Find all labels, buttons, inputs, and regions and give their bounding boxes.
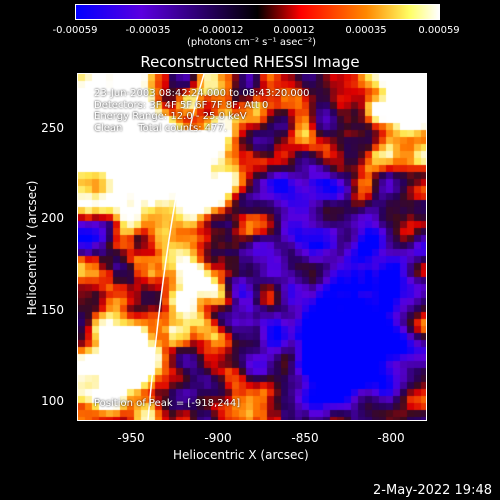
peak-position: Position of Peak = [-918,244] bbox=[94, 398, 241, 409]
footer-date: 2-May-2022 19:48 bbox=[373, 483, 492, 498]
colorbar bbox=[75, 4, 440, 20]
y-axis-label: Heliocentric Y (arcsec) bbox=[25, 180, 39, 316]
y-tick-label: 250 bbox=[41, 121, 64, 135]
y-tick-label: 200 bbox=[41, 211, 64, 225]
limb-line bbox=[147, 74, 205, 420]
colorbar-tick-label: 0.00012 bbox=[273, 25, 315, 36]
colorbar-tick-label: 0.00059 bbox=[418, 25, 460, 36]
colorbar-tick-label: -0.00035 bbox=[125, 25, 171, 36]
x-tick-label: -800 bbox=[377, 431, 405, 445]
y-tick-label: 150 bbox=[41, 303, 64, 317]
rhessi-image-plot bbox=[77, 73, 427, 421]
info-time: 23-Jun-2003 08:42:24.000 to 08:43:20.000 bbox=[94, 88, 310, 99]
colorbar-tick-label: 0.00035 bbox=[345, 25, 387, 36]
colorbar-unit: (photons cm⁻² s⁻¹ asec⁻²) bbox=[187, 37, 317, 48]
observation-info: 23-Jun-2003 08:42:24.000 to 08:43:20.000… bbox=[94, 88, 310, 134]
info-detectors: Detectors: 3F 4F 5F 6F 7F 8F, Att 0 bbox=[94, 99, 269, 111]
heatmap-image bbox=[78, 74, 426, 420]
x-tick-label: -850 bbox=[291, 431, 319, 445]
x-axis-label: Heliocentric X (arcsec) bbox=[173, 448, 309, 462]
y-tick-label: 100 bbox=[41, 394, 64, 408]
image-title: Reconstructed RHESSI Image bbox=[140, 53, 360, 71]
colorbar-tick-label: -0.00012 bbox=[198, 25, 244, 36]
info-method: Clean Total counts: 477. bbox=[94, 122, 228, 134]
colorbar-tick-label: -0.00059 bbox=[52, 25, 98, 36]
x-tick-label: -900 bbox=[204, 431, 232, 445]
info-energy: Energy Range: 12.0 - 25.0 keV bbox=[94, 111, 247, 122]
x-tick-label: -950 bbox=[117, 431, 145, 445]
